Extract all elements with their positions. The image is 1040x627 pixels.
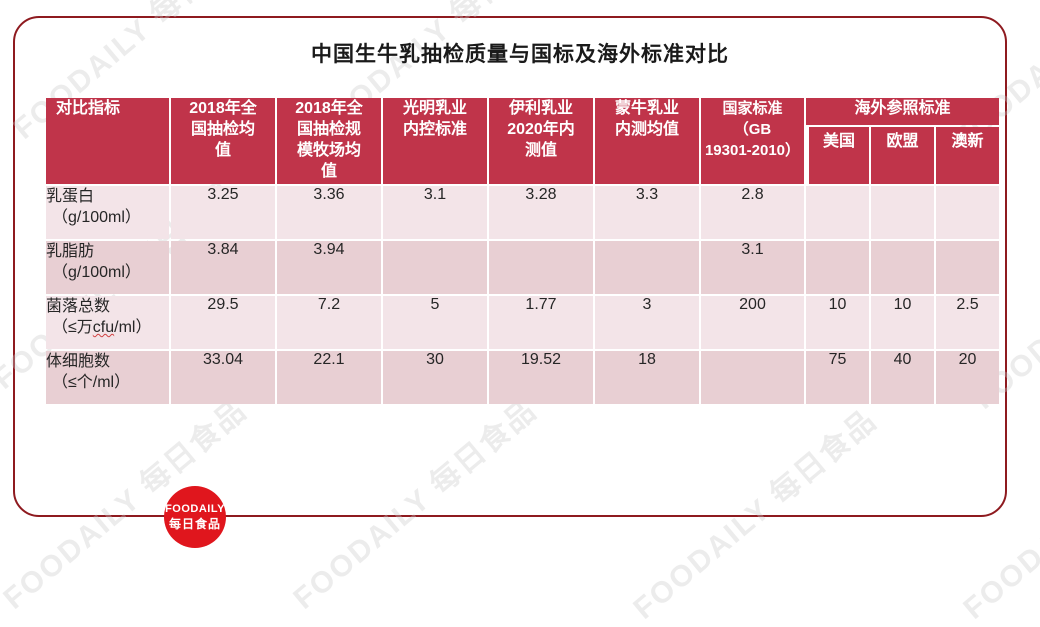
header-indicator: 对比指标 bbox=[46, 98, 169, 184]
header-mengniu: 蒙牛乳业 内测均值 bbox=[595, 98, 699, 184]
cell: 19.52 bbox=[489, 351, 593, 404]
cell: 33.04 bbox=[171, 351, 275, 404]
cell: 3.94 bbox=[277, 241, 381, 294]
header-yili: 伊利乳业 2020年内 测值 bbox=[489, 98, 593, 184]
cell: 5 bbox=[383, 296, 487, 349]
cell: 2.5 bbox=[936, 296, 999, 349]
cell: 7.2 bbox=[277, 296, 381, 349]
cell: 10 bbox=[806, 296, 869, 349]
table-row: 乳蛋白 （g/100ml） 3.25 3.36 3.1 3.28 3.3 2.8 bbox=[46, 186, 999, 239]
cell bbox=[595, 241, 699, 294]
cell: 200 bbox=[701, 296, 804, 349]
header-us: 美国 bbox=[806, 127, 869, 184]
cell: 3.3 bbox=[595, 186, 699, 239]
comparison-table: 对比指标 2018年全 国抽检均值 2018年全 国抽检规 模牧场均值 光明乳业 内控标… bbox=[44, 96, 1001, 406]
cell: 3 bbox=[595, 296, 699, 349]
cell: 2.8 bbox=[701, 186, 804, 239]
cell: 40 bbox=[871, 351, 934, 404]
cell: 75 bbox=[806, 351, 869, 404]
header-2018-national-avg: 2018年全 国抽检均值 bbox=[171, 98, 275, 184]
page-title: 中国生牛乳抽检质量与国标及海外标准对比 bbox=[311, 43, 729, 66]
cell: 3.1 bbox=[383, 186, 487, 239]
header-anz: 澳新 bbox=[936, 127, 999, 184]
cell: 3.28 bbox=[489, 186, 593, 239]
cell: 3.84 bbox=[171, 241, 275, 294]
logo-text-cn: 每日食品 bbox=[168, 517, 221, 531]
cell: 3.1 bbox=[701, 241, 804, 294]
header-bright-dairy: 光明乳业 内控标准 bbox=[383, 98, 487, 184]
cell bbox=[489, 241, 593, 294]
cell bbox=[871, 186, 934, 239]
cell: 10 bbox=[871, 296, 934, 349]
header-eu: 欧盟 bbox=[871, 127, 934, 184]
cell: 1.77 bbox=[489, 296, 593, 349]
table-row: 菌落总数 （≤万cfu/ml） 29.5 7.2 5 1.77 3 200 10 … bbox=[46, 296, 999, 349]
cell bbox=[806, 186, 869, 239]
header-2018-large-farm-avg: 2018年全 国抽检规 模牧场均值 bbox=[277, 98, 381, 184]
cell bbox=[701, 351, 804, 404]
cell bbox=[871, 241, 934, 294]
row-label-bacteria: 菌落总数 （≤万cfu/ml） bbox=[46, 296, 169, 349]
cell: 29.5 bbox=[171, 296, 275, 349]
row-label-somatic-cells: 体细胞数 （≤个/ml） bbox=[46, 351, 169, 404]
foodaily-logo: FOODAILY 每日食品 bbox=[164, 486, 226, 548]
cell: 22.1 bbox=[277, 351, 381, 404]
cell: 18 bbox=[595, 351, 699, 404]
cell bbox=[936, 241, 999, 294]
logo-text-en: FOODAILY bbox=[165, 503, 225, 515]
cell: 3.36 bbox=[277, 186, 381, 239]
table-row: 乳脂肪 （g/100ml） 3.84 3.94 3.1 bbox=[46, 241, 999, 294]
header-national-standard: 国家标准 （GB 19301-2010） bbox=[701, 98, 804, 184]
header-overseas-group: 海外参照标准 bbox=[806, 98, 999, 126]
cell bbox=[936, 186, 999, 239]
row-label-fat: 乳脂肪 （g/100ml） bbox=[46, 241, 169, 294]
table-row: 体细胞数 （≤个/ml） 33.04 22.1 30 19.52 18 75 40… bbox=[46, 351, 999, 404]
cell bbox=[383, 241, 487, 294]
row-label-protein: 乳蛋白 （g/100ml） bbox=[46, 186, 169, 239]
cell bbox=[806, 241, 869, 294]
cell: 3.25 bbox=[171, 186, 275, 239]
cell: 30 bbox=[383, 351, 487, 404]
cell: 20 bbox=[936, 351, 999, 404]
